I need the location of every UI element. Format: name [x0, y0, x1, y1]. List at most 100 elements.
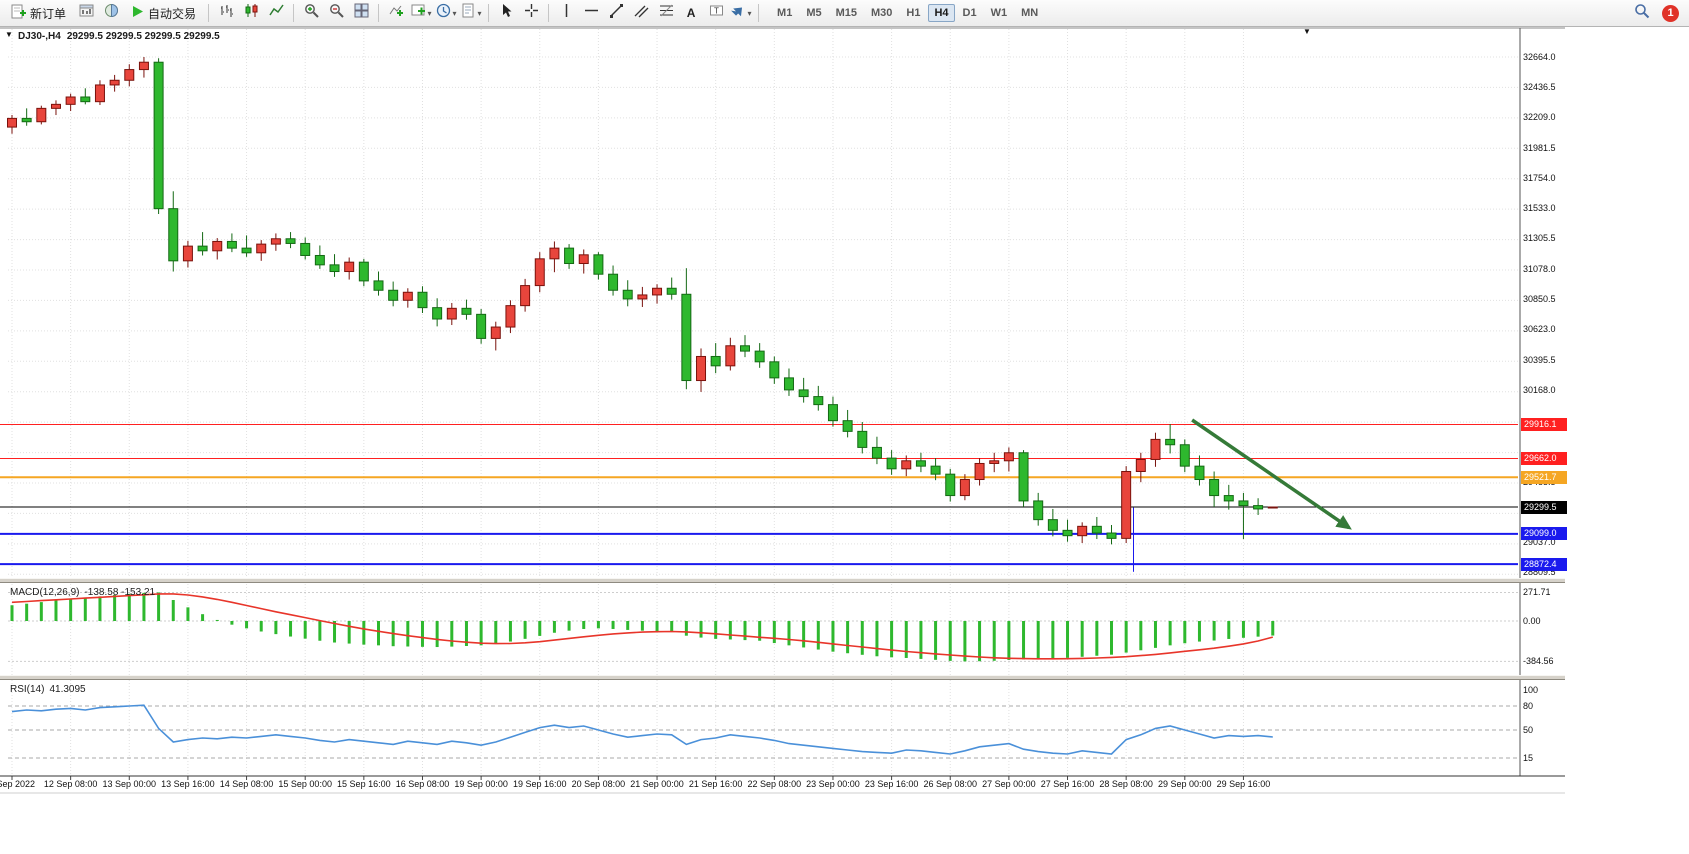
- timeframe-button-MN[interactable]: MN: [1021, 7, 1039, 19]
- new-order-icon: [11, 4, 26, 22]
- clock-button[interactable]: ▾: [434, 2, 458, 24]
- zoom-in-button[interactable]: [299, 2, 323, 24]
- candlestick: [534, 258, 545, 287]
- candlestick: [36, 107, 47, 123]
- trend-arrow-object[interactable]: [1191, 418, 1352, 530]
- rsi-line: [11, 704, 1273, 755]
- trendline-button[interactable]: [604, 2, 628, 24]
- candlestick: [241, 247, 252, 254]
- candlestick: [461, 307, 472, 315]
- candlestick: [593, 254, 604, 275]
- panel-splitter-macd[interactable]: [0, 578, 1565, 583]
- toolbar: 新订单 自动交易 ▾ ▾ ▾: [0, 0, 1689, 27]
- dropdown-caret: ▾: [427, 8, 432, 18]
- candlestick: [1223, 495, 1234, 502]
- shapes-button[interactable]: ▾: [729, 2, 753, 24]
- candlestick: [740, 345, 750, 352]
- rsi-value: 41.3095: [49, 684, 86, 695]
- candlestick: [842, 420, 853, 432]
- dropdown-caret: ▾: [747, 8, 752, 18]
- candlestick: [886, 457, 897, 470]
- channel-button[interactable]: [629, 2, 653, 24]
- candlestick: [314, 254, 325, 266]
- candlestick: [1077, 525, 1088, 537]
- new-order-button[interactable]: 新订单: [4, 2, 73, 24]
- chart-window-icon: [79, 3, 94, 23]
- candlestick: [681, 293, 692, 382]
- candlestick: [783, 377, 794, 391]
- crosshair-button[interactable]: [519, 2, 543, 24]
- candlestick: [1121, 470, 1132, 539]
- tile-windows-button[interactable]: [349, 2, 373, 24]
- candlestick: [109, 79, 120, 86]
- candlestick: [945, 473, 956, 497]
- cursor-button[interactable]: [494, 2, 518, 24]
- timeframe-button-M15[interactable]: M15: [835, 7, 857, 19]
- candlestick: [652, 287, 663, 296]
- vertical-line-button[interactable]: [554, 2, 578, 24]
- candlestick: [432, 307, 443, 320]
- search-icon: [1634, 3, 1650, 24]
- new-order-label: 新订单: [30, 6, 67, 21]
- candlestick: [666, 287, 677, 295]
- bar-chart-button[interactable]: [214, 2, 238, 24]
- candlestick: [871, 446, 882, 459]
- candlestick: [50, 103, 61, 109]
- text-tool-icon: A: [686, 6, 696, 20]
- notification-badge[interactable]: 1: [1662, 4, 1679, 22]
- indicators-icon: [389, 3, 404, 23]
- panel-splitter-rsi[interactable]: [0, 675, 1565, 680]
- market-depth-button[interactable]: [99, 2, 123, 24]
- candlestick: [1194, 465, 1205, 481]
- candlestick: [476, 313, 487, 339]
- label-tool-button[interactable]: T: [704, 2, 728, 24]
- zoom-out-button[interactable]: [324, 2, 348, 24]
- candlestick: [1135, 458, 1146, 472]
- macd-name: MACD(12,26,9): [10, 587, 80, 598]
- timeframe-button-M30[interactable]: M30: [871, 7, 893, 19]
- toolbar-separator: [758, 4, 760, 22]
- templates-button[interactable]: ▾: [459, 2, 483, 24]
- auto-trading-icon: [131, 5, 144, 21]
- toolbar-separator: [548, 4, 550, 22]
- candlestick: [901, 460, 912, 470]
- timeframe-button-D1[interactable]: D1: [962, 7, 977, 19]
- dropdown-caret: ▾: [452, 8, 457, 18]
- candlestick: [1150, 438, 1161, 460]
- chart-window-button[interactable]: [74, 2, 98, 24]
- fibonacci-button[interactable]: [654, 2, 678, 24]
- candlestick: [490, 326, 501, 339]
- svg-text:T: T: [714, 7, 719, 16]
- timeframe-button-H4[interactable]: H4: [928, 4, 955, 22]
- market-depth-icon: [104, 3, 119, 23]
- one-click-trading-toggle[interactable]: ▼: [5, 30, 13, 39]
- indicators-button[interactable]: [384, 2, 408, 24]
- candlestick: [974, 462, 985, 481]
- candlestick: [578, 254, 589, 265]
- crosshair-icon: [524, 3, 539, 23]
- candlestick-chart-button[interactable]: [239, 2, 263, 24]
- candlestick: [1106, 532, 1117, 539]
- trendline-icon: [609, 3, 624, 23]
- candlestick: [373, 280, 384, 291]
- timeframe-button-W1[interactable]: W1: [990, 7, 1008, 19]
- horizontal-line-button[interactable]: [579, 2, 603, 24]
- candlestick: [358, 261, 369, 282]
- timeframe-button-H1[interactable]: H1: [906, 7, 921, 19]
- candlestick: [637, 294, 648, 300]
- auto-trading-button[interactable]: 自动交易: [124, 2, 203, 24]
- new-chart-button[interactable]: ▾: [409, 2, 433, 24]
- candlestick: [94, 84, 105, 103]
- candlestick: [402, 291, 413, 301]
- toolbar-right-group: 1: [1630, 2, 1685, 24]
- line-chart-button[interactable]: [264, 2, 288, 24]
- search-button[interactable]: [1630, 2, 1654, 24]
- clock-icon: [436, 3, 451, 23]
- text-tool-button[interactable]: A: [679, 2, 703, 24]
- ohlc-values: 29299.5 29299.5 29299.5 29299.5: [66, 31, 220, 42]
- candlestick: [226, 240, 237, 249]
- chart-shift-marker[interactable]: ▼: [1303, 27, 1311, 36]
- horizontal-line-icon: [584, 3, 599, 23]
- timeframe-button-M5[interactable]: M5: [806, 7, 822, 19]
- timeframe-button-M1[interactable]: M1: [777, 7, 793, 19]
